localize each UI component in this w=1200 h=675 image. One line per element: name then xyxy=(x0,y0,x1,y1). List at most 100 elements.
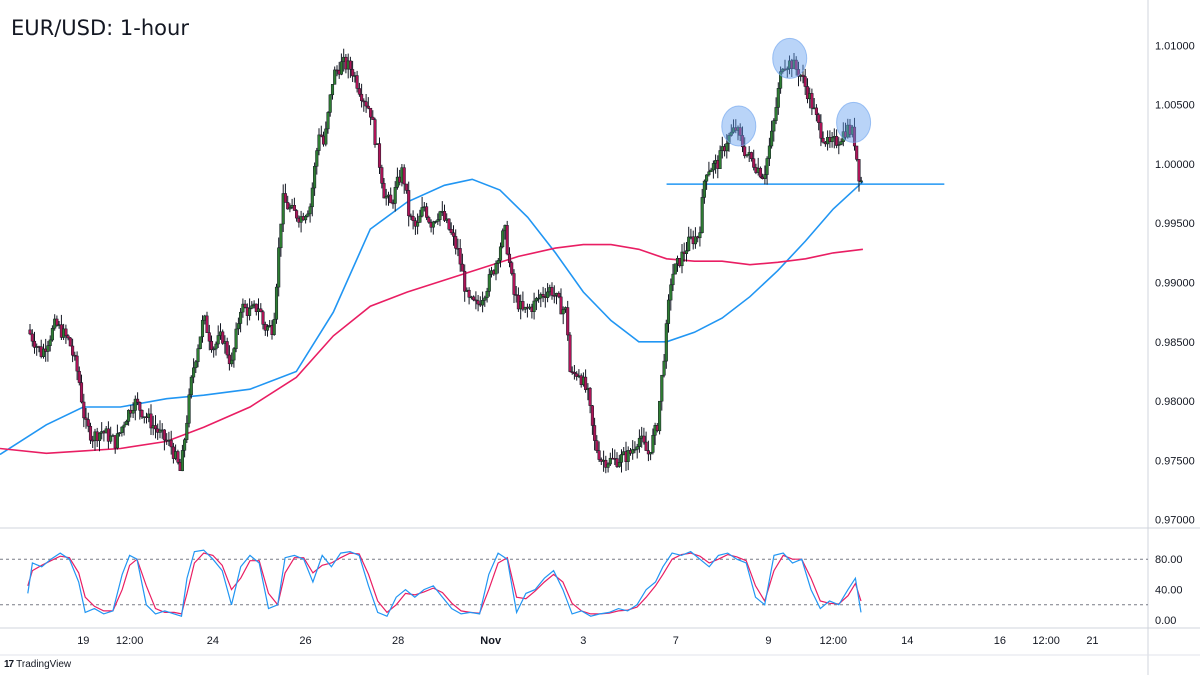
candle-up xyxy=(326,112,330,130)
candle-up xyxy=(120,426,124,433)
time-tick-label: 3 xyxy=(580,635,586,647)
candle-down xyxy=(512,273,516,295)
candle-up xyxy=(626,450,630,462)
candle-up xyxy=(608,457,612,465)
candle-up xyxy=(272,319,276,335)
candle-down xyxy=(169,439,173,448)
time-tick-label: 16 xyxy=(994,635,1006,647)
highlight-circle-1 xyxy=(721,105,757,147)
oscillator-tick-label: 40.00 xyxy=(1155,585,1183,597)
candle-up xyxy=(684,250,689,254)
price-tick-label: 1.00000 xyxy=(1155,159,1195,171)
candle-up xyxy=(830,137,834,143)
candle-up xyxy=(288,207,292,210)
price-axis[interactable]: 1.01000 1.00500 1.00000 0.99500 0.99000 0.985… xyxy=(1155,40,1195,526)
candle-up xyxy=(767,145,771,159)
candle-down xyxy=(588,387,592,406)
candle-up xyxy=(673,263,677,275)
candle-down xyxy=(373,119,377,145)
candle-down xyxy=(575,373,579,377)
candle-up xyxy=(680,251,684,267)
candle-down xyxy=(357,88,361,95)
candle-down xyxy=(366,105,370,109)
candle-up xyxy=(115,433,119,449)
candle-down xyxy=(73,354,77,357)
moving-averages xyxy=(0,178,864,456)
candle-down xyxy=(351,69,355,77)
candle-up xyxy=(711,163,715,171)
time-tick-label: 12:00 xyxy=(1032,635,1060,647)
candle-down xyxy=(221,331,225,344)
candle-up xyxy=(660,374,664,402)
candle-down xyxy=(404,183,408,191)
candle-down xyxy=(389,194,393,204)
candle-down xyxy=(286,202,290,210)
candle-down xyxy=(371,116,375,120)
candle-up xyxy=(127,409,131,422)
time-axis[interactable]: 19 12:00 24 26 28 Nov 3 7 9 12:00 14 16 12:00 21 xyxy=(77,635,1098,647)
candle-down xyxy=(283,193,287,203)
candle-up xyxy=(700,197,704,233)
candle-up xyxy=(183,439,187,451)
candle-up xyxy=(649,452,653,455)
candle-down xyxy=(28,329,32,335)
price-tick-label: 1.00500 xyxy=(1155,100,1195,112)
candle-down xyxy=(77,370,81,383)
candle-up xyxy=(438,211,442,220)
candle-up xyxy=(532,300,536,312)
candle-up xyxy=(496,260,500,264)
candle-up xyxy=(214,343,218,350)
candle-up xyxy=(418,215,422,223)
candle-down xyxy=(597,450,601,460)
candle-up xyxy=(779,71,783,89)
time-tick-label: 14 xyxy=(901,635,913,647)
candle-down xyxy=(460,263,464,272)
candle-down xyxy=(382,183,386,199)
candle-down xyxy=(82,401,86,419)
candle-down xyxy=(447,218,451,230)
moving-average-line-2 xyxy=(0,243,863,455)
candle-down xyxy=(153,425,158,430)
candle-down xyxy=(590,405,594,426)
candle-down xyxy=(467,289,471,298)
candle-up xyxy=(50,328,54,341)
candle-up xyxy=(131,410,135,414)
candle-up xyxy=(776,88,780,108)
candle-up xyxy=(279,223,283,249)
brand-name: TradingView xyxy=(16,659,72,670)
candle-down xyxy=(68,337,72,347)
highlight-circle-3 xyxy=(836,101,872,143)
candle-down xyxy=(355,75,359,89)
candle-down xyxy=(541,294,545,297)
candle-up xyxy=(194,361,198,369)
candle-down xyxy=(644,441,648,451)
price-tick-label: 1.01000 xyxy=(1155,40,1195,52)
candle-up xyxy=(200,319,205,338)
time-tick-label: 7 xyxy=(673,635,679,647)
candle-down xyxy=(472,296,476,301)
price-tick-label: 0.99500 xyxy=(1155,218,1195,230)
candle-down xyxy=(584,376,588,390)
candle-down xyxy=(106,428,110,442)
candle-down xyxy=(64,328,68,337)
candle-down xyxy=(794,59,798,70)
candle-up xyxy=(328,94,332,113)
candle-up xyxy=(234,328,238,349)
candle-down xyxy=(550,287,554,296)
candle-down xyxy=(758,167,762,178)
candle-up xyxy=(666,299,671,324)
candle-down xyxy=(505,225,509,255)
candle-down xyxy=(855,145,859,160)
candle-down xyxy=(476,300,480,305)
candle-up xyxy=(436,219,440,222)
candle-down xyxy=(243,303,247,308)
candle-up xyxy=(772,120,776,132)
price-tick-label: 0.98500 xyxy=(1155,337,1195,349)
candle-up xyxy=(494,263,498,275)
candle-down xyxy=(427,217,431,223)
candle-down xyxy=(463,270,467,292)
candle-up xyxy=(304,216,308,221)
stochastic-oscillator xyxy=(0,549,1148,617)
